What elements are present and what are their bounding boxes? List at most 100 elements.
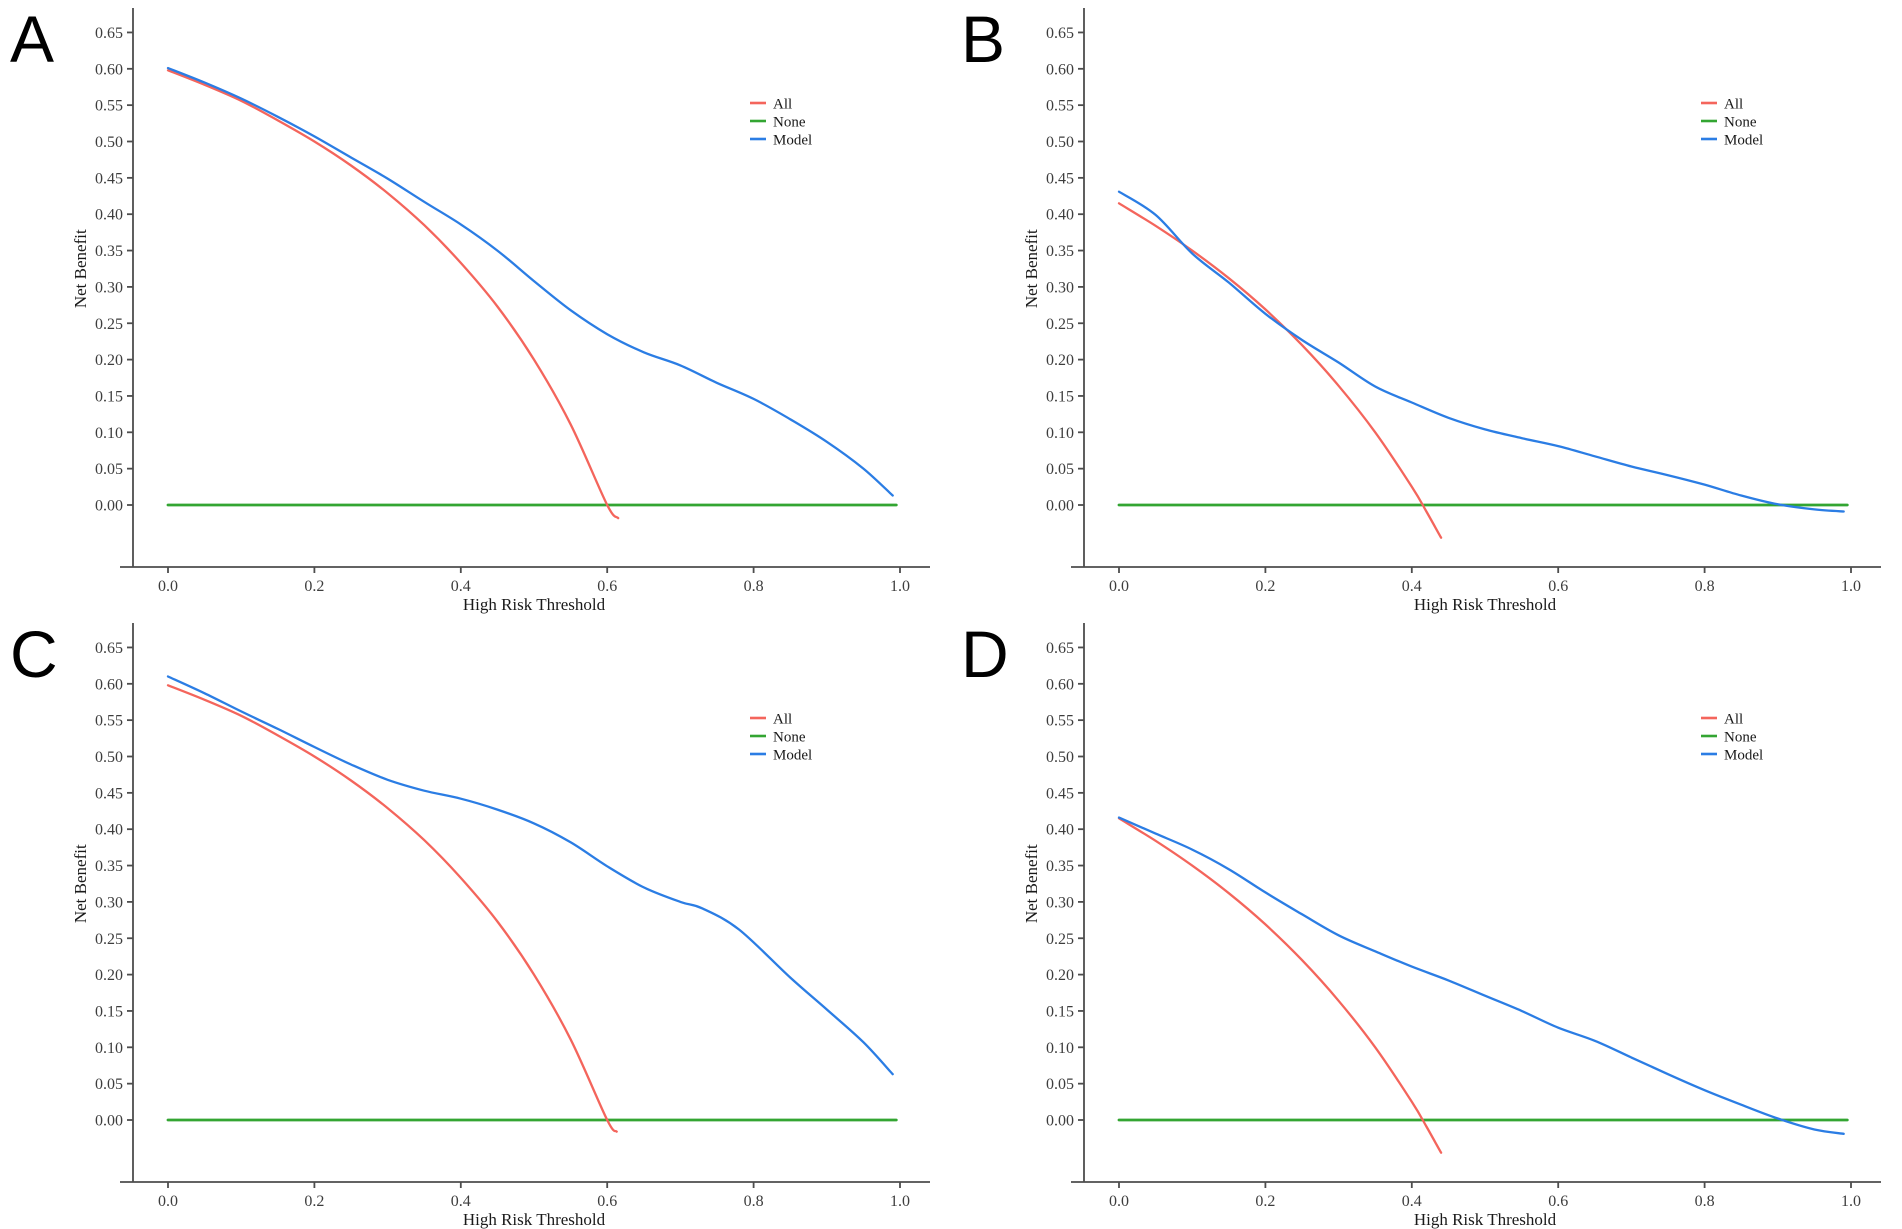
y-tick-label: 0.05: [1046, 461, 1074, 478]
x-axis-title: High Risk Threshold: [463, 1210, 606, 1229]
y-tick-label: 0.10: [1046, 425, 1074, 442]
dca-panel-c: 0.00 0.05 0.10 0.15 0.20 0.25 0.30 0.35 0.40 0.45…: [0, 615, 951, 1229]
legend-label-model: Model: [773, 133, 812, 149]
legend-label-none: None: [1724, 730, 1757, 746]
x-axis-title: High Risk Threshold: [1414, 595, 1557, 614]
x-tick-label: 0.4: [1402, 578, 1422, 595]
y-axis-title: Net Benefit: [1022, 229, 1041, 308]
panel-label-d: D: [961, 617, 1009, 691]
x-tick-label: 0.0: [1109, 578, 1129, 595]
x-tick-label: 0.2: [1255, 1193, 1275, 1210]
y-tick-label: 0.15: [1046, 1003, 1074, 1020]
legend-label-none: None: [773, 115, 806, 131]
y-tick-label: 0.20: [1046, 967, 1074, 984]
dca-panel-d: 0.00 0.05 0.10 0.15 0.20 0.25 0.30 0.35 0.40 0.45…: [951, 615, 1902, 1229]
y-tick-label: 0.50: [95, 749, 123, 766]
y-tick-label: 0.50: [1046, 134, 1074, 151]
y-tick-label: 0.45: [1046, 170, 1074, 187]
x-axis-title: High Risk Threshold: [463, 595, 606, 614]
y-tick-label: 0.40: [1046, 822, 1074, 839]
series-line-model: [166, 66, 894, 497]
x-tick-label: 0.4: [451, 578, 471, 595]
x-tick-label: 0.2: [304, 578, 324, 595]
y-tick-label: 0.60: [95, 676, 123, 693]
y-tick-label: 0.20: [1046, 352, 1074, 369]
y-tick-label: 0.05: [95, 461, 123, 478]
series-line-model: [166, 675, 894, 1076]
y-tick-label: 0.40: [95, 822, 123, 839]
y-tick-label: 0.00: [1046, 1113, 1074, 1130]
y-tick-label: 0.30: [1046, 279, 1074, 296]
series-line-all: [166, 69, 620, 520]
panel-label-c: C: [10, 617, 58, 691]
x-tick-label: 0.2: [304, 1193, 324, 1210]
y-tick-label: 0.35: [1046, 243, 1074, 260]
dca-chart-c: 0.00 0.05 0.10 0.15 0.20 0.25 0.30 0.35 0.40 0.45…: [71, 623, 930, 1229]
dca-chart-a: 0.00 0.05 0.10 0.15 0.20 0.25 0.30 0.35 0.40 0.45…: [71, 8, 930, 614]
x-tick-label: 0.6: [597, 1193, 617, 1210]
y-tick-label: 0.00: [95, 1113, 123, 1130]
series-line-all: [166, 684, 618, 1133]
x-tick-label: 1.0: [1841, 578, 1861, 595]
y-tick-label: 0.55: [1046, 713, 1074, 730]
legend-label-model: Model: [1724, 748, 1763, 764]
y-tick-label: 0.60: [1046, 676, 1074, 693]
x-tick-label: 1.0: [890, 1193, 910, 1210]
x-axis-title: High Risk Threshold: [1414, 1210, 1557, 1229]
y-tick-label: 0.30: [95, 279, 123, 296]
y-tick-label: 0.45: [95, 785, 123, 802]
series-line-all: [1117, 202, 1443, 539]
x-tick-label: 0.2: [1255, 578, 1275, 595]
y-tick-label: 0.45: [1046, 785, 1074, 802]
y-tick-label: 0.65: [1046, 25, 1074, 42]
x-tick-label: 0.8: [1695, 1193, 1715, 1210]
y-tick-label: 0.65: [1046, 640, 1074, 657]
y-axis-title: Net Benefit: [71, 844, 90, 923]
legend-label-none: None: [1724, 115, 1757, 131]
y-tick-label: 0.05: [95, 1076, 123, 1093]
dca-chart-d: 0.00 0.05 0.10 0.15 0.20 0.25 0.30 0.35 0.40 0.45…: [1022, 623, 1881, 1229]
y-tick-label: 0.40: [95, 207, 123, 224]
y-tick-label: 0.65: [95, 25, 123, 42]
x-tick-label: 0.6: [597, 578, 617, 595]
dca-panel-b: 0.00 0.05 0.10 0.15 0.20 0.25 0.30 0.35 0.40 0.45…: [951, 0, 1902, 614]
y-tick-label: 0.65: [95, 640, 123, 657]
y-tick-label: 0.25: [1046, 931, 1074, 948]
y-tick-label: 0.25: [95, 316, 123, 333]
series-line-model: [1117, 816, 1845, 1135]
x-tick-label: 1.0: [1841, 1193, 1861, 1210]
y-tick-label: 0.30: [1046, 894, 1074, 911]
x-tick-label: 0.4: [451, 1193, 471, 1210]
x-tick-label: 0.0: [158, 1193, 178, 1210]
x-tick-label: 0.6: [1548, 578, 1568, 595]
y-tick-label: 0.05: [1046, 1076, 1074, 1093]
legend-label-model: Model: [1724, 133, 1763, 149]
dca-panel-a: 0.00 0.05 0.10 0.15 0.20 0.25 0.30 0.35 0.40 0.45…: [0, 0, 951, 614]
y-tick-label: 0.20: [95, 352, 123, 369]
y-tick-label: 0.10: [95, 1040, 123, 1057]
x-tick-label: 0.8: [744, 578, 764, 595]
series-line-all: [1117, 817, 1443, 1154]
y-tick-label: 0.15: [95, 388, 123, 405]
y-tick-label: 0.50: [1046, 749, 1074, 766]
y-tick-label: 0.35: [95, 243, 123, 260]
x-tick-label: 0.8: [744, 1193, 764, 1210]
y-tick-label: 0.15: [95, 1003, 123, 1020]
y-tick-label: 0.10: [1046, 1040, 1074, 1057]
legend-label-model: Model: [773, 748, 812, 764]
y-tick-label: 0.40: [1046, 207, 1074, 224]
y-tick-label: 0.15: [1046, 388, 1074, 405]
y-tick-label: 0.60: [95, 61, 123, 78]
y-tick-label: 0.00: [1046, 498, 1074, 515]
y-tick-label: 0.25: [95, 931, 123, 948]
y-axis-title: Net Benefit: [1022, 844, 1041, 923]
panel-label-b: B: [961, 2, 1006, 76]
y-tick-label: 0.20: [95, 967, 123, 984]
y-tick-label: 0.55: [95, 713, 123, 730]
y-tick-label: 0.55: [1046, 98, 1074, 115]
x-tick-label: 0.8: [1695, 578, 1715, 595]
y-tick-label: 0.30: [95, 894, 123, 911]
x-tick-label: 0.0: [158, 578, 178, 595]
y-tick-label: 0.35: [95, 858, 123, 875]
legend-label-all: All: [773, 712, 792, 728]
